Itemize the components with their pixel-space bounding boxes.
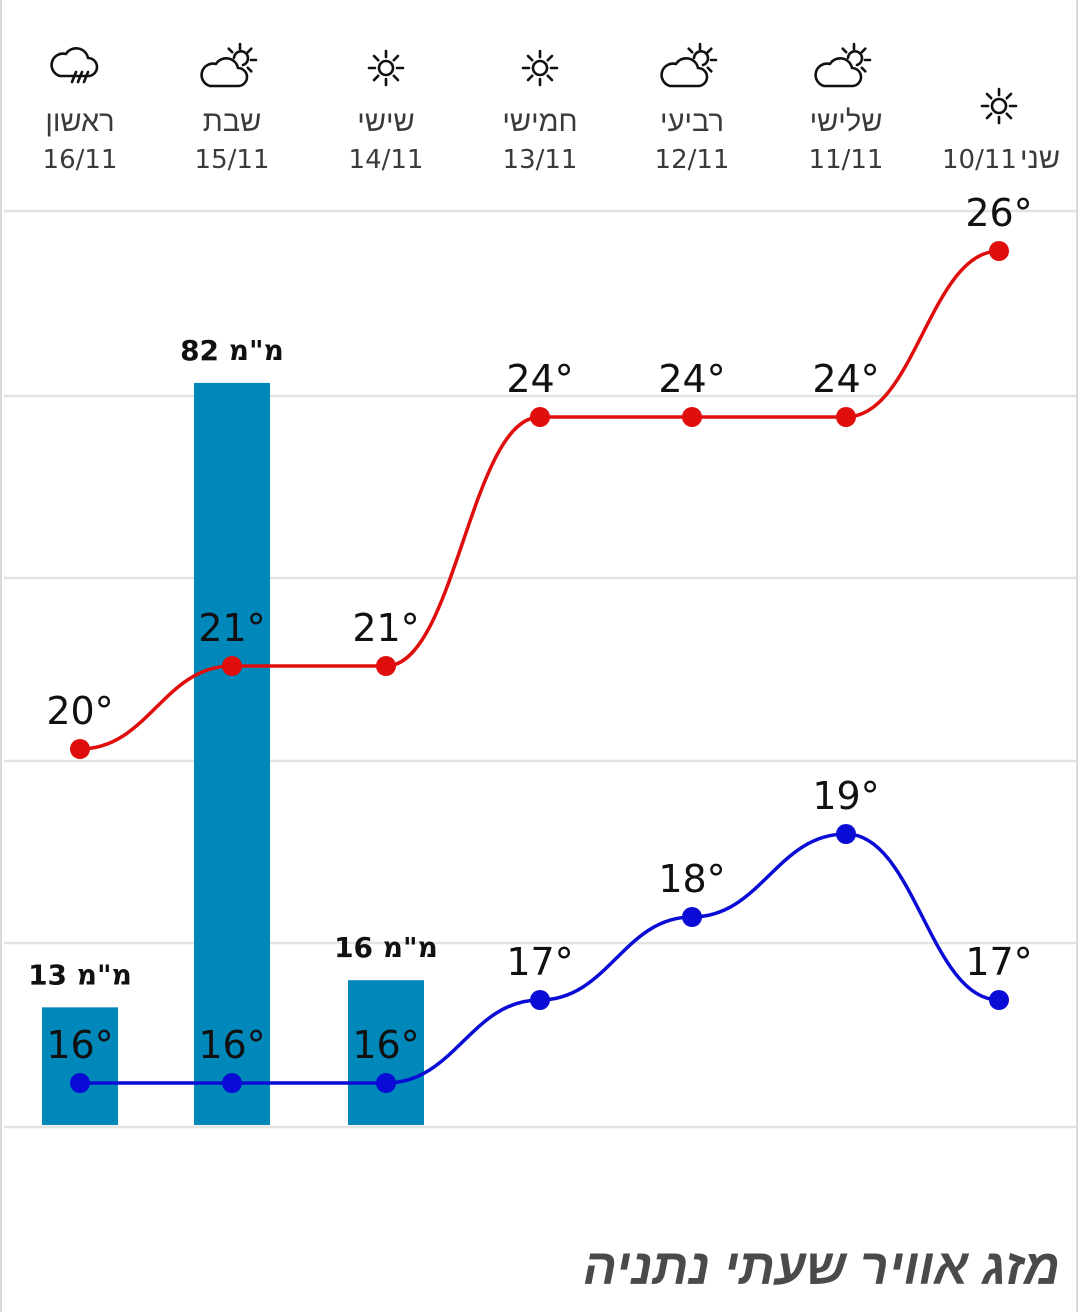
rain-bar bbox=[348, 980, 424, 1125]
rain-bar bbox=[194, 382, 270, 1125]
cloud-shape bbox=[200, 57, 249, 88]
rain-drop bbox=[76, 70, 84, 84]
rain-label: 82 מ"מ bbox=[180, 334, 284, 367]
high-temp-label: 26° bbox=[965, 191, 1032, 235]
sun-ray bbox=[246, 66, 253, 73]
rain-cloud-icon bbox=[50, 47, 99, 84]
low-temp-line bbox=[79, 832, 1000, 1085]
day-date: 10/11 bbox=[942, 145, 1017, 175]
sun-ray bbox=[1005, 112, 1013, 120]
sun-core bbox=[377, 59, 395, 77]
sun-ray bbox=[372, 54, 380, 62]
sun-icon bbox=[980, 87, 1018, 125]
partly-cloudy-icon bbox=[200, 42, 258, 88]
rain-label: 16 מ"מ bbox=[334, 931, 438, 964]
day-date: 11/11 bbox=[809, 145, 884, 175]
rain-drop bbox=[70, 70, 78, 84]
high-temp-label: 24° bbox=[812, 357, 879, 401]
day-date: 16/11 bbox=[43, 145, 118, 175]
sun-ray bbox=[985, 92, 993, 100]
day-date: 13/11 bbox=[503, 145, 578, 175]
day-name: שבת bbox=[203, 106, 262, 138]
sun-core bbox=[692, 50, 710, 67]
low-temp-label: 16° bbox=[198, 1023, 265, 1067]
high-temp-point bbox=[682, 407, 702, 427]
low-temp-label: 18° bbox=[658, 857, 725, 901]
partly-cloudy-icon bbox=[814, 42, 872, 88]
sun-ray bbox=[1005, 92, 1013, 100]
rain-label: 13 מ"מ bbox=[28, 958, 132, 991]
day-name: חמישי bbox=[502, 106, 577, 138]
high-temp-point bbox=[376, 656, 396, 676]
sun-ray bbox=[985, 112, 993, 120]
sun-ray bbox=[546, 54, 554, 62]
low-temp-point bbox=[376, 1073, 396, 1093]
rain-drop bbox=[82, 70, 90, 84]
sun-core bbox=[531, 59, 549, 77]
low-temp-label: 17° bbox=[506, 940, 573, 984]
high-temp-label: 24° bbox=[506, 357, 573, 401]
high-temp-point bbox=[836, 407, 856, 427]
cloud-shape bbox=[814, 57, 863, 88]
chart-title: מזג אוויר שעתי נתניה bbox=[583, 1239, 1060, 1295]
sun-core bbox=[232, 50, 250, 67]
sun-ray bbox=[687, 47, 694, 54]
sun-ray bbox=[526, 74, 534, 82]
day-name: שלישי bbox=[810, 106, 883, 138]
high-temp-label: 20° bbox=[46, 689, 113, 733]
sun-ray bbox=[841, 47, 848, 54]
sun-ray bbox=[860, 66, 867, 73]
day-name: שני bbox=[1020, 143, 1060, 175]
partly-cloudy-icon bbox=[660, 42, 718, 88]
sun-ray bbox=[372, 74, 380, 82]
high-temp-point bbox=[70, 739, 90, 759]
day-name: ראשון bbox=[45, 106, 114, 138]
low-temp-label: 17° bbox=[965, 940, 1032, 984]
low-temp-point bbox=[836, 824, 856, 844]
sun-icon bbox=[521, 49, 559, 87]
sun-ray bbox=[392, 54, 400, 62]
low-temp-label: 19° bbox=[812, 774, 879, 818]
rain-bar bbox=[42, 1007, 118, 1125]
cloud-shape bbox=[50, 47, 99, 78]
sun-icon bbox=[367, 49, 405, 87]
sun-part bbox=[841, 42, 872, 73]
sun-part bbox=[227, 42, 258, 73]
sun-ray bbox=[392, 74, 400, 82]
sun-ray bbox=[706, 47, 713, 54]
sun-ray bbox=[227, 47, 234, 54]
sun-ray bbox=[546, 74, 554, 82]
high-temp-point bbox=[530, 407, 550, 427]
sun-ray bbox=[860, 47, 867, 54]
day-date: 15/11 bbox=[195, 145, 270, 175]
day-name: רביעי bbox=[660, 106, 724, 138]
day-date: 14/11 bbox=[349, 145, 424, 175]
day-date: 12/11 bbox=[655, 145, 730, 175]
low-temp-point bbox=[222, 1073, 242, 1093]
sun-core bbox=[846, 50, 864, 67]
high-temp-label: 24° bbox=[658, 357, 725, 401]
low-temp-label: 16° bbox=[352, 1023, 419, 1067]
low-temp-point bbox=[70, 1073, 90, 1093]
cloud-shape bbox=[660, 57, 709, 88]
low-temp-point bbox=[682, 907, 702, 927]
sun-core bbox=[990, 97, 1008, 115]
high-temp-point bbox=[222, 656, 242, 676]
low-temp-point bbox=[989, 990, 1009, 1010]
sun-ray bbox=[526, 54, 534, 62]
high-temp-label: 21° bbox=[198, 606, 265, 650]
sun-ray bbox=[246, 47, 253, 54]
low-temp-label: 16° bbox=[46, 1023, 113, 1067]
sun-part bbox=[687, 42, 718, 73]
high-temp-label: 21° bbox=[352, 606, 419, 650]
high-temp-point bbox=[989, 241, 1009, 261]
day-name: שישי bbox=[357, 106, 414, 138]
low-temp-point bbox=[530, 990, 550, 1010]
sun-ray bbox=[706, 66, 713, 73]
